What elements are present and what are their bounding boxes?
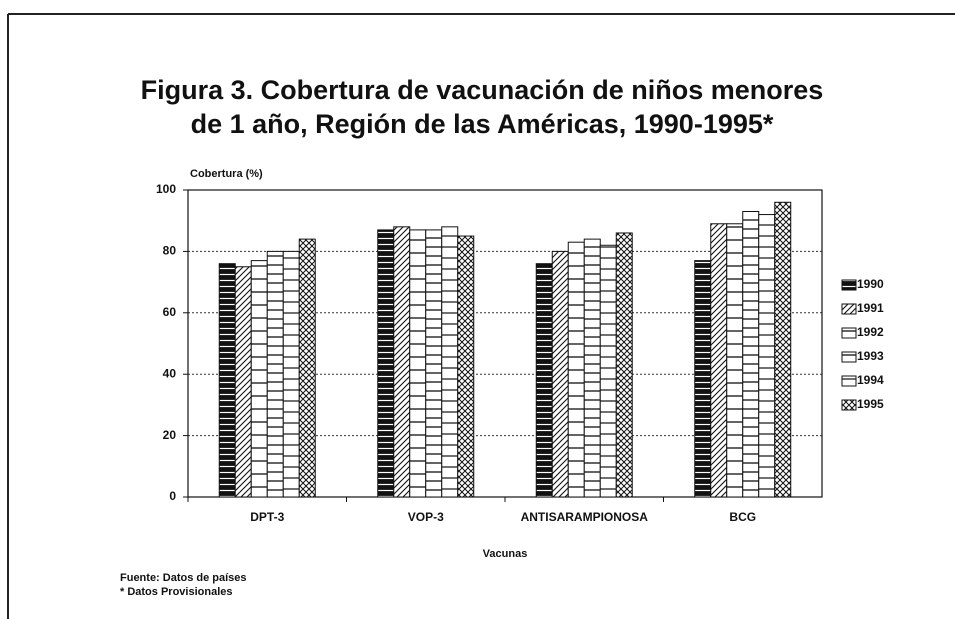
chart-title: de 1 año, Región de las Américas, 1990-1…: [191, 109, 774, 139]
note: Fuente: Datos de países: [120, 572, 247, 584]
legend-swatch: [841, 327, 857, 339]
bar: [298, 238, 316, 498]
frame: [7, 13, 955, 619]
legend-label: 1991: [857, 301, 884, 315]
bar: [774, 201, 792, 498]
legend-label: 1990: [857, 277, 884, 291]
legend-swatch: [841, 279, 857, 291]
bar: [377, 229, 395, 498]
bar: [282, 250, 300, 498]
x-tick-label: ANTISARAMPIONOSA: [521, 510, 649, 524]
note: * Datos Provisionales: [120, 586, 233, 598]
bar: [583, 238, 601, 498]
bar: [250, 260, 268, 498]
y-tick-label: 80: [163, 244, 177, 258]
bar: [266, 250, 284, 498]
legend-label: 1993: [857, 349, 884, 363]
bar: [425, 229, 443, 498]
legend-label: 1992: [857, 325, 884, 339]
bar: [393, 226, 411, 498]
legend-swatch: [841, 399, 857, 411]
bar: [726, 223, 744, 498]
chart-title: Figura 3. Cobertura de vacunación de niñ…: [141, 75, 824, 105]
bar: [218, 263, 236, 498]
bar: [535, 263, 553, 498]
x-axis-label: Vacunas: [483, 548, 528, 560]
y-tick-label: 20: [163, 428, 177, 442]
y-tick-label: 60: [163, 305, 177, 319]
legend-swatch: [841, 351, 857, 363]
x-tick-label: BCG: [729, 510, 756, 524]
bar: [234, 266, 252, 498]
bar: [615, 232, 633, 498]
bar: [441, 226, 459, 498]
bar: [742, 210, 760, 498]
y-tick-label: 100: [156, 182, 176, 196]
bar: [694, 260, 712, 498]
legend-swatch: [841, 303, 857, 315]
bar: [599, 244, 617, 498]
bar: [409, 229, 427, 498]
y-tick-label: 0: [169, 489, 176, 503]
bar: [551, 250, 569, 498]
bar: [567, 241, 585, 498]
bar: [457, 235, 475, 498]
x-tick-label: DPT-3: [250, 510, 284, 524]
y-tick-label: 40: [163, 366, 177, 380]
legend-label: 1995: [857, 397, 884, 411]
legend-swatch: [841, 375, 857, 387]
x-tick-label: VOP-3: [408, 510, 444, 524]
y-axis-label: Cobertura (%): [190, 168, 263, 180]
legend-label: 1994: [857, 373, 884, 387]
bar: [710, 223, 728, 498]
bar: [758, 214, 776, 498]
